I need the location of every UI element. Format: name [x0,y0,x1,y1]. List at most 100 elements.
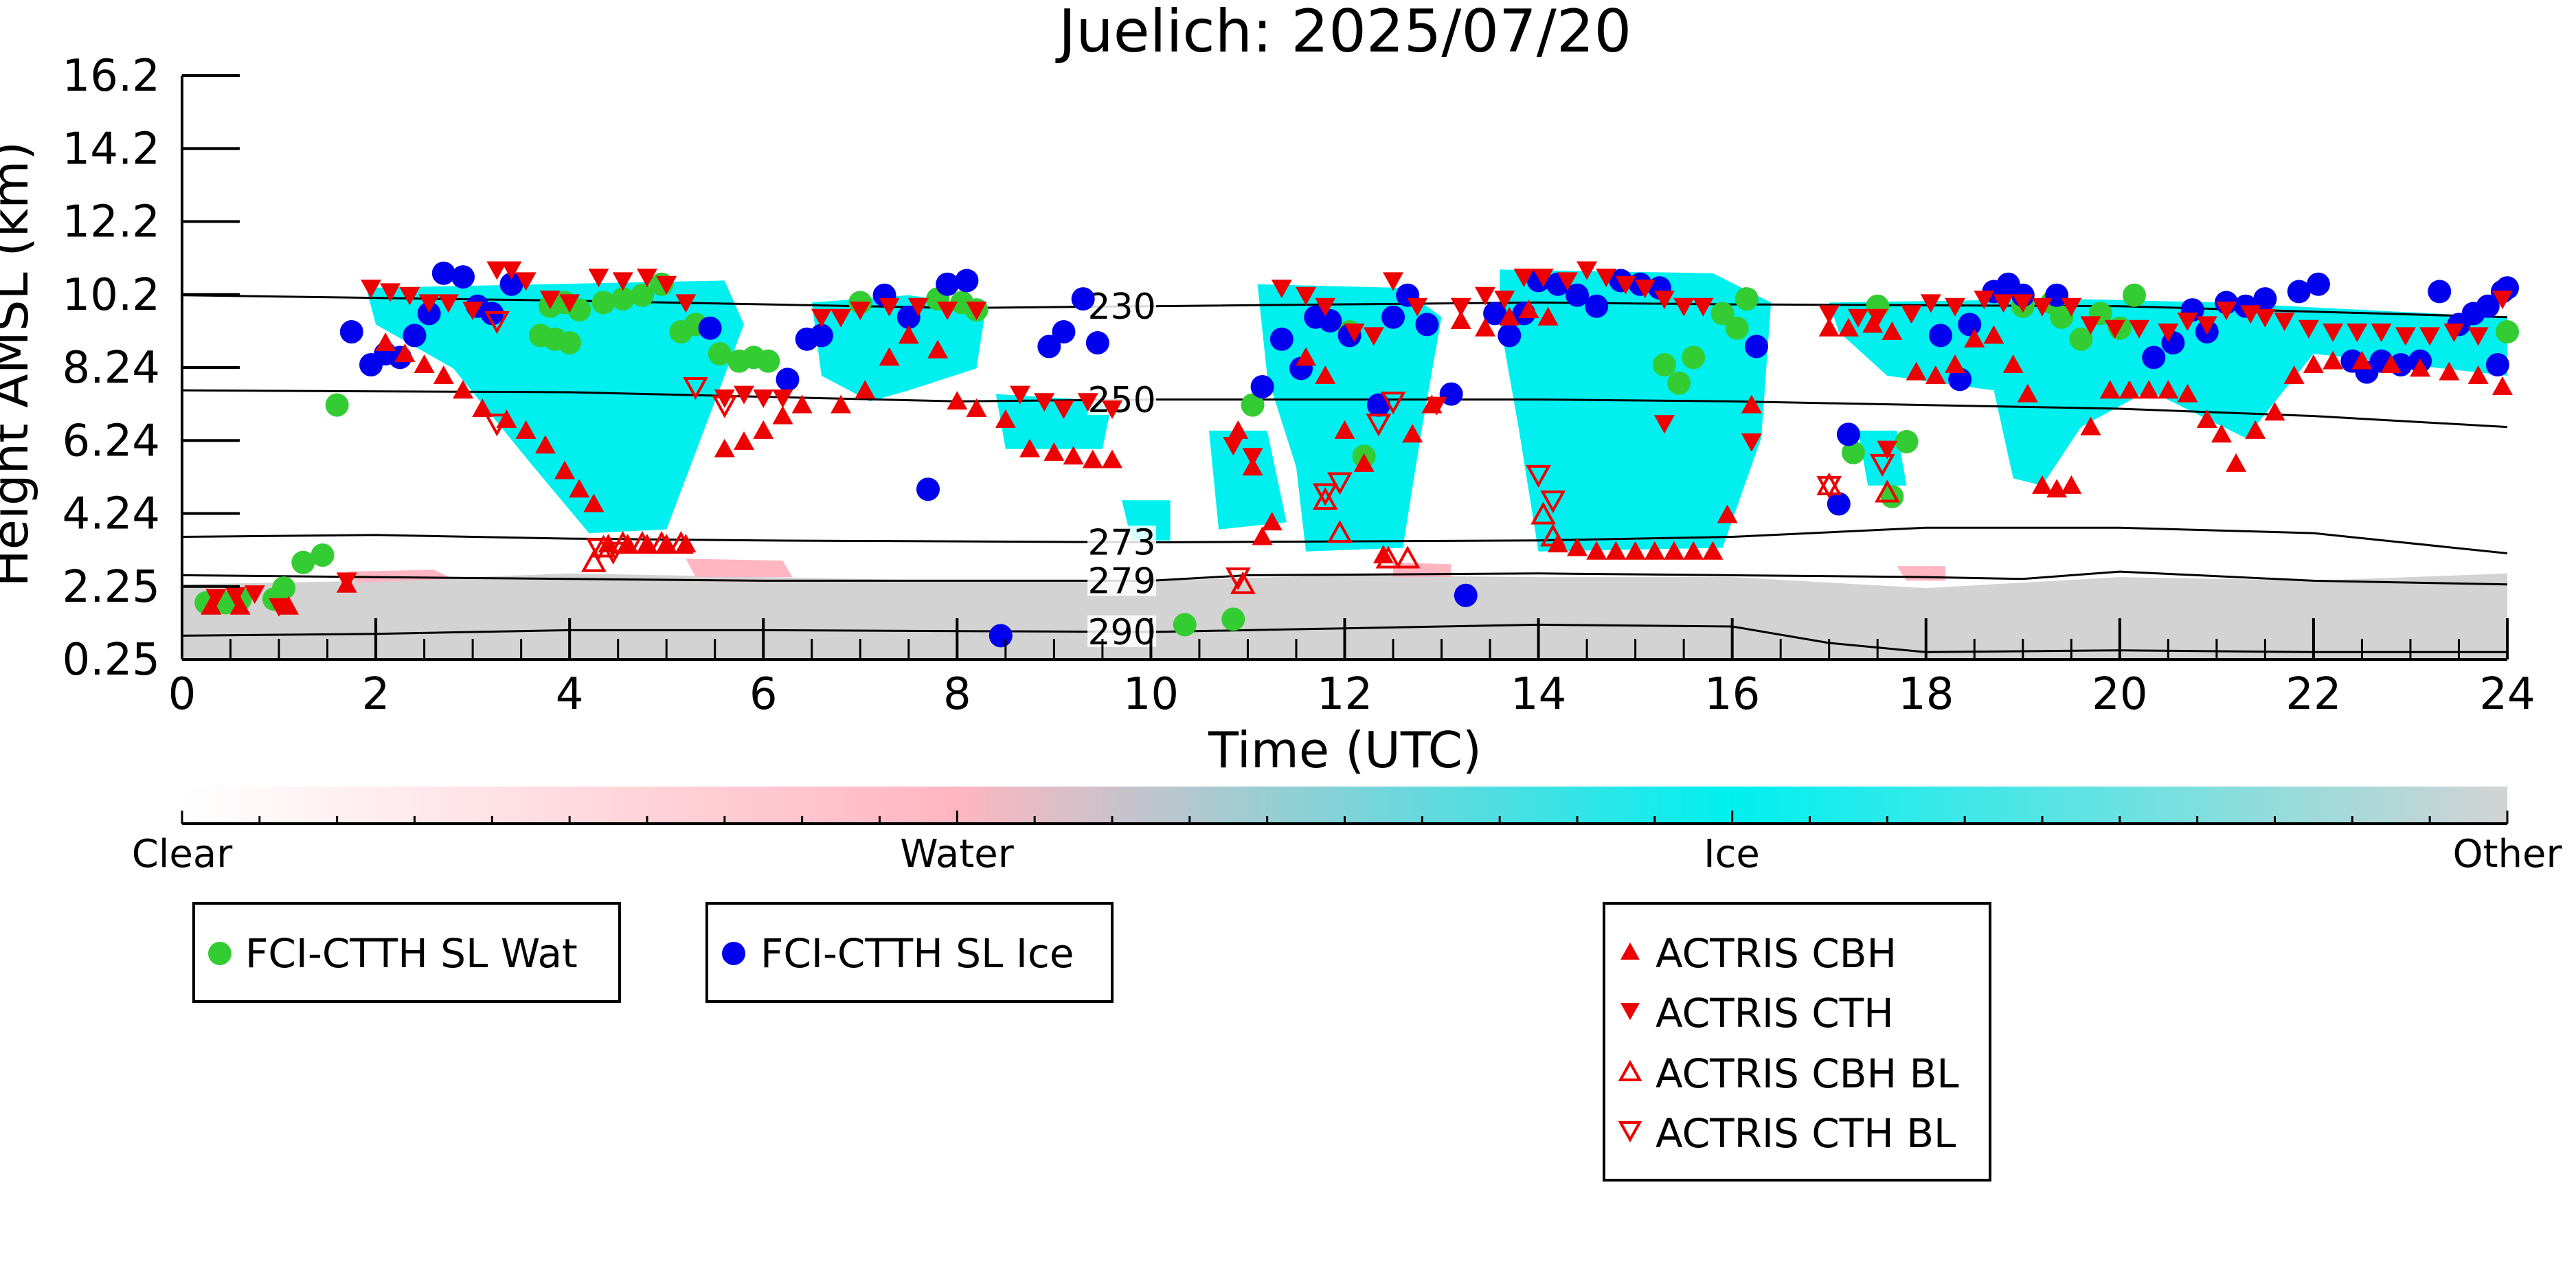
marker-actris-cth [1993,294,2014,313]
marker-actris-cth [2158,324,2179,343]
isotherm-label-230: 230 [1087,286,1155,328]
marker-actris-cbh [1353,453,1375,472]
marker-fci-ctth-sl-ice [1483,302,1507,326]
marker-actris-cth [1053,400,1074,419]
marker-actris-cth-bl [484,311,510,335]
y-tick-label: 16.2 [63,51,161,102]
legend-fci-wat: FCI-CTTH SL Wat [192,902,621,1003]
marker-actris-cth [361,280,382,299]
marker-fci-ctth-sl-wat [310,543,335,567]
y-tick-label: 4.24 [63,489,161,540]
marker-fci-ctth-sl-wat [558,331,582,355]
marker-actris-cbh [879,347,900,366]
marker-actris-cth [1102,400,1122,419]
legend-label-actris-cbh-bl: ACTRIS CBH BL [1656,1050,1959,1097]
marker-actris-cth [1901,305,1922,324]
marker-actris-cbh [1261,512,1283,531]
marker-fci-ctth-sl-ice [916,477,940,501]
marker-actris-cth [2274,313,2295,332]
isotherm-label-bg-250 [1087,383,1157,416]
marker-actris-cbh-bl [581,549,607,572]
marker-fci-ctth-sl-wat [1682,346,1706,370]
marker-actris-cth [907,297,929,317]
marker-fci-ctth-sl-ice [2045,283,2069,307]
marker-actris-cbh [2226,453,2247,472]
marker-actris-cth [1344,324,1365,343]
isotherm-label-bg-290 [1087,615,1157,647]
isotherm-label-bg-230 [1087,290,1157,322]
marker-actris-cbh [1063,446,1084,465]
marker-actris-cbh [2002,354,2024,374]
marker-fci-ctth-sl-wat [272,576,296,600]
marker-actris-cbh [1296,347,1317,366]
marker-actris-cth [675,294,697,313]
marker-actris-cth [1475,286,1496,306]
marker-actris-cbh [1945,354,1966,374]
marker-fci-ctth-sl-ice [988,624,1013,648]
marker-actris-cth [1634,280,1656,299]
marker-actris-cbh [1717,504,1738,523]
marker-actris-cth [1693,297,1714,317]
marker-actris-cbh [1102,449,1122,468]
marker-actris-cth-bl [1380,392,1406,415]
marker-fci-ctth-sl-wat [1221,607,1245,631]
marker-actris-cth [879,297,900,317]
marker-actris-cbh [855,380,876,399]
x-tick-label: 0 [168,669,196,720]
marker-actris-cbh [2158,380,2179,399]
marker-actris-cbh [229,596,251,615]
marker-fci-ctth-sl-ice [2485,353,2509,377]
marker-actris-cbh [2264,402,2285,421]
marker-actris-cbh [1518,300,1539,319]
marker-actris-cbh [1252,526,1273,545]
cloud-region-ice [995,394,1112,449]
marker-actris-cth [336,572,357,591]
marker-actris-cbh [2410,358,2431,377]
marker-fci-ctth-sl-ice [417,302,441,326]
marker-actris-cbh [898,325,919,344]
marker-actris-cbh [966,398,987,417]
marker-actris-cbh [1372,545,1394,564]
marker-actris-cth [438,294,459,313]
marker-actris-cbh [534,435,556,454]
marker-actris-cth-bl [600,541,626,565]
marker-fci-ctth-sl-wat [1841,440,1865,464]
marker-actris-cth [462,302,484,321]
marker-actris-cth-bl [586,538,611,561]
marker-actris-cbh [394,343,416,363]
legend-marker-fci-ice [722,942,745,965]
marker-actris-cth [1450,297,1471,317]
marker-actris-cth-bl [1312,483,1338,506]
marker-fci-ctth-sl-ice [1250,374,1274,398]
marker-actris-cbh [1702,541,1724,560]
marker-actris-cth [2104,319,2125,339]
marker-actris-cth-bl [1869,453,1895,477]
marker-fci-ctth-sl-wat [2050,305,2074,329]
marker-actris-cbh [583,493,605,512]
isotherm-label-273: 273 [1087,522,1155,563]
marker-fci-ctth-sl-ice [2142,346,2166,370]
marker-actris-cbh [1475,317,1496,337]
marker-actris-cbh [1683,541,1704,560]
marker-actris-cbh-bl [591,534,616,558]
marker-fci-ctth-sl-ice [809,324,833,348]
marker-actris-cbh [2351,350,2373,370]
colorbar-label-ice: Ice [1704,832,1760,877]
marker-actris-cth [2215,302,2237,321]
marker-fci-ctth-sl-ice [1744,335,1768,359]
marker-actris-cbh [201,596,222,615]
marker-fci-ctth-sl-wat [756,349,780,373]
marker-actris-cth [1242,448,1263,467]
marker-actris-cth [244,585,265,605]
marker-actris-cth [1010,385,1031,405]
marker-actris-cbh [734,431,755,450]
marker-fci-ctth-sl-wat [1710,302,1735,326]
marker-actris-cbh [1983,325,2004,344]
marker-actris-cbh [1964,328,1985,348]
marker-actris-cth [539,291,561,310]
marker-actris-cbh [1862,314,1884,333]
marker-actris-cbh [1882,321,1903,341]
x-tick-label: 6 [749,669,778,720]
marker-actris-cth [2061,297,2082,317]
marker-fci-ctth-sl-wat [1652,353,1676,377]
